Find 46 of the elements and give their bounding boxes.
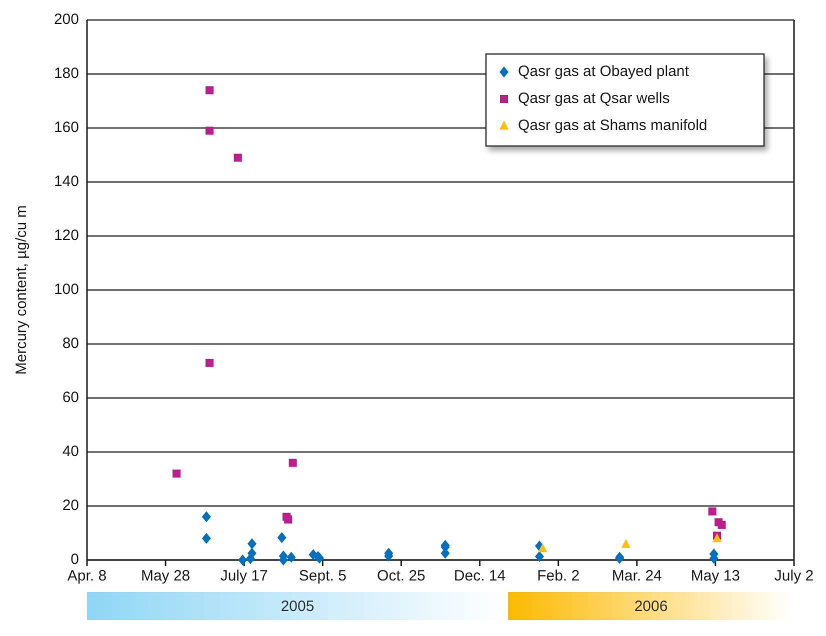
y-tick-label: 180	[54, 64, 79, 82]
legend-label: Qasr gas at Qsar wells	[518, 90, 670, 107]
point	[284, 516, 292, 524]
point	[206, 86, 214, 94]
point	[708, 507, 716, 516]
y-tick-label: 0	[70, 550, 79, 568]
point	[247, 538, 256, 550]
point	[206, 358, 214, 367]
legend-label: Qasr gas at Shams manifold	[518, 116, 708, 134]
y-axis-title: Mercury content, µg/cu m	[12, 205, 30, 375]
point	[286, 552, 296, 563]
point	[534, 550, 544, 562]
x-tick-label: May 13	[690, 567, 740, 584]
x-tick-label: Sept. 5	[298, 567, 346, 584]
point	[234, 154, 242, 162]
x-tick-label: July 2	[774, 567, 814, 584]
point	[238, 554, 248, 566]
text: 2005	[280, 598, 314, 615]
point	[202, 511, 211, 522]
x-tick-label: Apr. 8	[67, 567, 107, 584]
x-tick-label: May 28	[140, 567, 190, 584]
y-tick-label: 40	[62, 442, 79, 460]
legend-label: Qasr gas at Obayed plant	[518, 62, 690, 80]
x-tick-label: July 17	[220, 567, 268, 584]
point	[288, 458, 297, 467]
y-tick-label: 20	[62, 496, 79, 514]
x-tick-label: Oct. 25	[377, 567, 426, 584]
point	[718, 520, 726, 529]
text: 2006	[634, 598, 668, 615]
x-tick-label: Dec. 14	[454, 567, 506, 584]
y-tick-label: 160	[54, 118, 79, 136]
point	[538, 543, 548, 552]
point	[277, 532, 286, 544]
x-tick-label: Mar. 24	[612, 567, 662, 584]
point	[621, 538, 630, 548]
point	[712, 533, 722, 542]
point	[172, 470, 181, 478]
y-tick-label: 120	[54, 226, 79, 244]
y-tick-label: 200	[54, 10, 79, 28]
x-tick-label: Feb. 2	[537, 567, 580, 584]
y-tick-label: 100	[54, 280, 79, 298]
point	[202, 532, 211, 544]
point	[206, 126, 214, 135]
y-tick-label: 140	[54, 172, 79, 190]
y-tick-label: 80	[62, 334, 79, 352]
y-tick-label: 60	[62, 388, 79, 406]
